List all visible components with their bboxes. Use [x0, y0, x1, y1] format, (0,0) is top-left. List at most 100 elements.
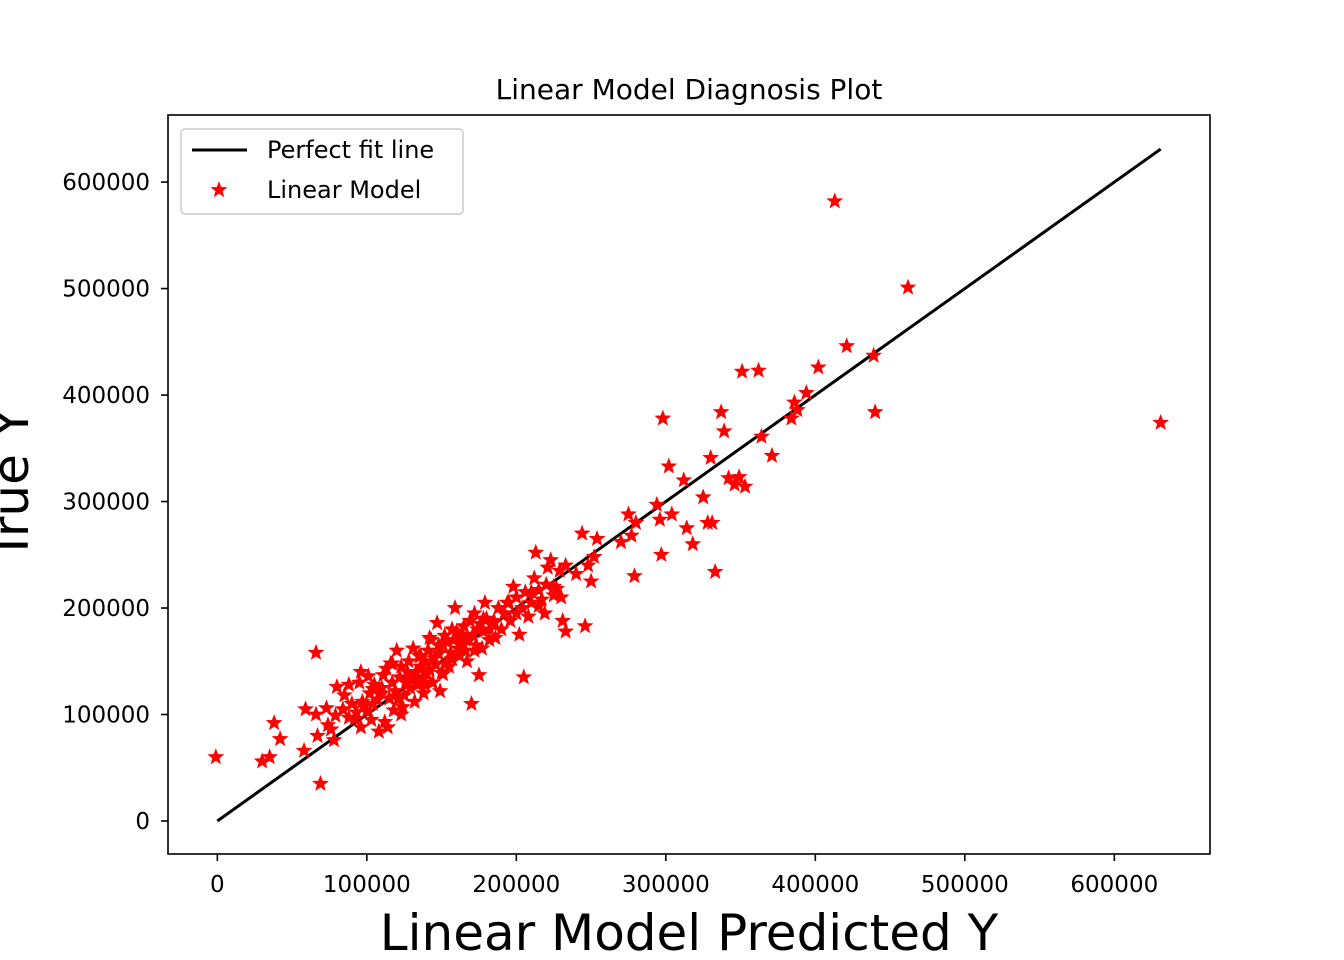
- scatter-point: [648, 495, 666, 512]
- y-tick-label: 500000: [62, 277, 150, 303]
- plot-frame: [167, 114, 1211, 855]
- scatter-point: [359, 667, 377, 684]
- scatter-point: [416, 675, 434, 692]
- scatter-point: [519, 607, 537, 624]
- scatter-point: [265, 714, 283, 731]
- scatter-point: [530, 597, 548, 614]
- scatter-point: [515, 668, 533, 685]
- x-tick-label: 100000: [323, 872, 411, 898]
- x-tick-label: 0: [210, 872, 225, 898]
- scatter-point: [654, 409, 672, 426]
- scatter-point: [582, 572, 600, 589]
- scatter-point: [733, 362, 751, 379]
- scatter-point: [542, 551, 560, 568]
- scatter-point: [388, 641, 406, 658]
- scatter-point: [527, 543, 545, 560]
- scatter-point: [703, 513, 721, 530]
- scatter-point: [458, 652, 476, 669]
- scatter-point: [295, 741, 313, 758]
- scatter-point: [358, 702, 376, 719]
- legend-label-perfect-fit: Perfect fit line: [267, 136, 434, 164]
- scatter-point: [207, 748, 225, 765]
- x-tick-label: 600000: [1070, 872, 1158, 898]
- scatter-point: [522, 593, 540, 610]
- scatter-point: [726, 475, 744, 492]
- scatter-point: [400, 652, 418, 669]
- scatter-point: [448, 622, 465, 639]
- scatter-point: [309, 726, 326, 743]
- scatter-point: [712, 403, 730, 420]
- scatter-point: [585, 548, 603, 565]
- scatter-point: [627, 513, 645, 530]
- scatter-point: [457, 631, 474, 648]
- scatter-point: [307, 643, 325, 660]
- scatter-point: [557, 556, 575, 573]
- scatter-point: [504, 577, 522, 594]
- scatter-point: [678, 519, 696, 536]
- scatter-point: [694, 488, 712, 505]
- scatter-point: [419, 641, 437, 658]
- scatter-point: [612, 533, 630, 550]
- scatter-point: [660, 457, 678, 474]
- scatter-point: [684, 535, 702, 552]
- scatter-point: [838, 337, 856, 354]
- scatter-point: [588, 529, 606, 546]
- scatter-point: [826, 192, 844, 209]
- scatter-point: [325, 731, 343, 748]
- scatter-point: [392, 705, 410, 722]
- scatter-point: [750, 361, 767, 378]
- scatter-point: [421, 628, 439, 645]
- scatter-point: [395, 686, 413, 703]
- series-layer: [207, 147, 1170, 823]
- scatter-point: [261, 748, 279, 765]
- scatter-point: [466, 641, 483, 658]
- scatter-point: [383, 654, 401, 671]
- scatter-point: [652, 545, 670, 562]
- y-tick-label: 100000: [62, 703, 150, 729]
- y-tick-label: 200000: [62, 596, 150, 622]
- scatter-point: [322, 720, 340, 737]
- scatter-point: [557, 622, 575, 639]
- scatter-point: [782, 409, 800, 426]
- scatter-point: [312, 774, 329, 791]
- scatter-point: [466, 604, 483, 621]
- scatter-point: [702, 449, 720, 466]
- scatter-point: [500, 593, 518, 610]
- scatter-point: [481, 620, 498, 637]
- scatter-point: [536, 604, 554, 621]
- scatter-point: [428, 614, 446, 631]
- scatter-point: [675, 471, 693, 488]
- scatter-point: [352, 718, 370, 735]
- scatter-point: [510, 625, 528, 642]
- y-axis-label: True Y: [0, 407, 40, 561]
- scatter-point: [785, 393, 803, 410]
- scatter-point: [434, 665, 452, 682]
- x-tick-label: 400000: [771, 872, 859, 898]
- y-axis: 0 100000 200000 300000 400000 500000 600000: [62, 170, 168, 835]
- scatter-point: [406, 692, 424, 709]
- scatter-point: [715, 422, 733, 439]
- chart-title: Linear Model Diagnosis Plot: [496, 73, 883, 106]
- x-tick-label: 500000: [921, 872, 1009, 898]
- scatter-point: [473, 639, 491, 656]
- y-tick-label: 0: [135, 809, 150, 835]
- scatter-point: [753, 427, 770, 444]
- scatter-point: [495, 604, 513, 621]
- scatter-point: [706, 562, 724, 579]
- y-tick-label: 300000: [62, 490, 150, 516]
- scatter-point: [307, 705, 325, 722]
- x-axis: 0 100000 200000 300000 400000 500000 600000: [210, 854, 1158, 898]
- scatter-point: [620, 505, 637, 522]
- scatter-point: [788, 401, 806, 418]
- scatter-point: [663, 505, 681, 522]
- scatter-point: [335, 686, 353, 703]
- scatter-point: [476, 593, 494, 610]
- scatter-point: [430, 636, 448, 653]
- scatter-point: [340, 708, 358, 725]
- scatter-point: [1152, 413, 1170, 430]
- scatter-point: [576, 617, 594, 634]
- scatter-point: [412, 647, 430, 664]
- scatter-point: [297, 700, 314, 717]
- scatter-point: [328, 677, 346, 694]
- scatter-point: [736, 477, 754, 494]
